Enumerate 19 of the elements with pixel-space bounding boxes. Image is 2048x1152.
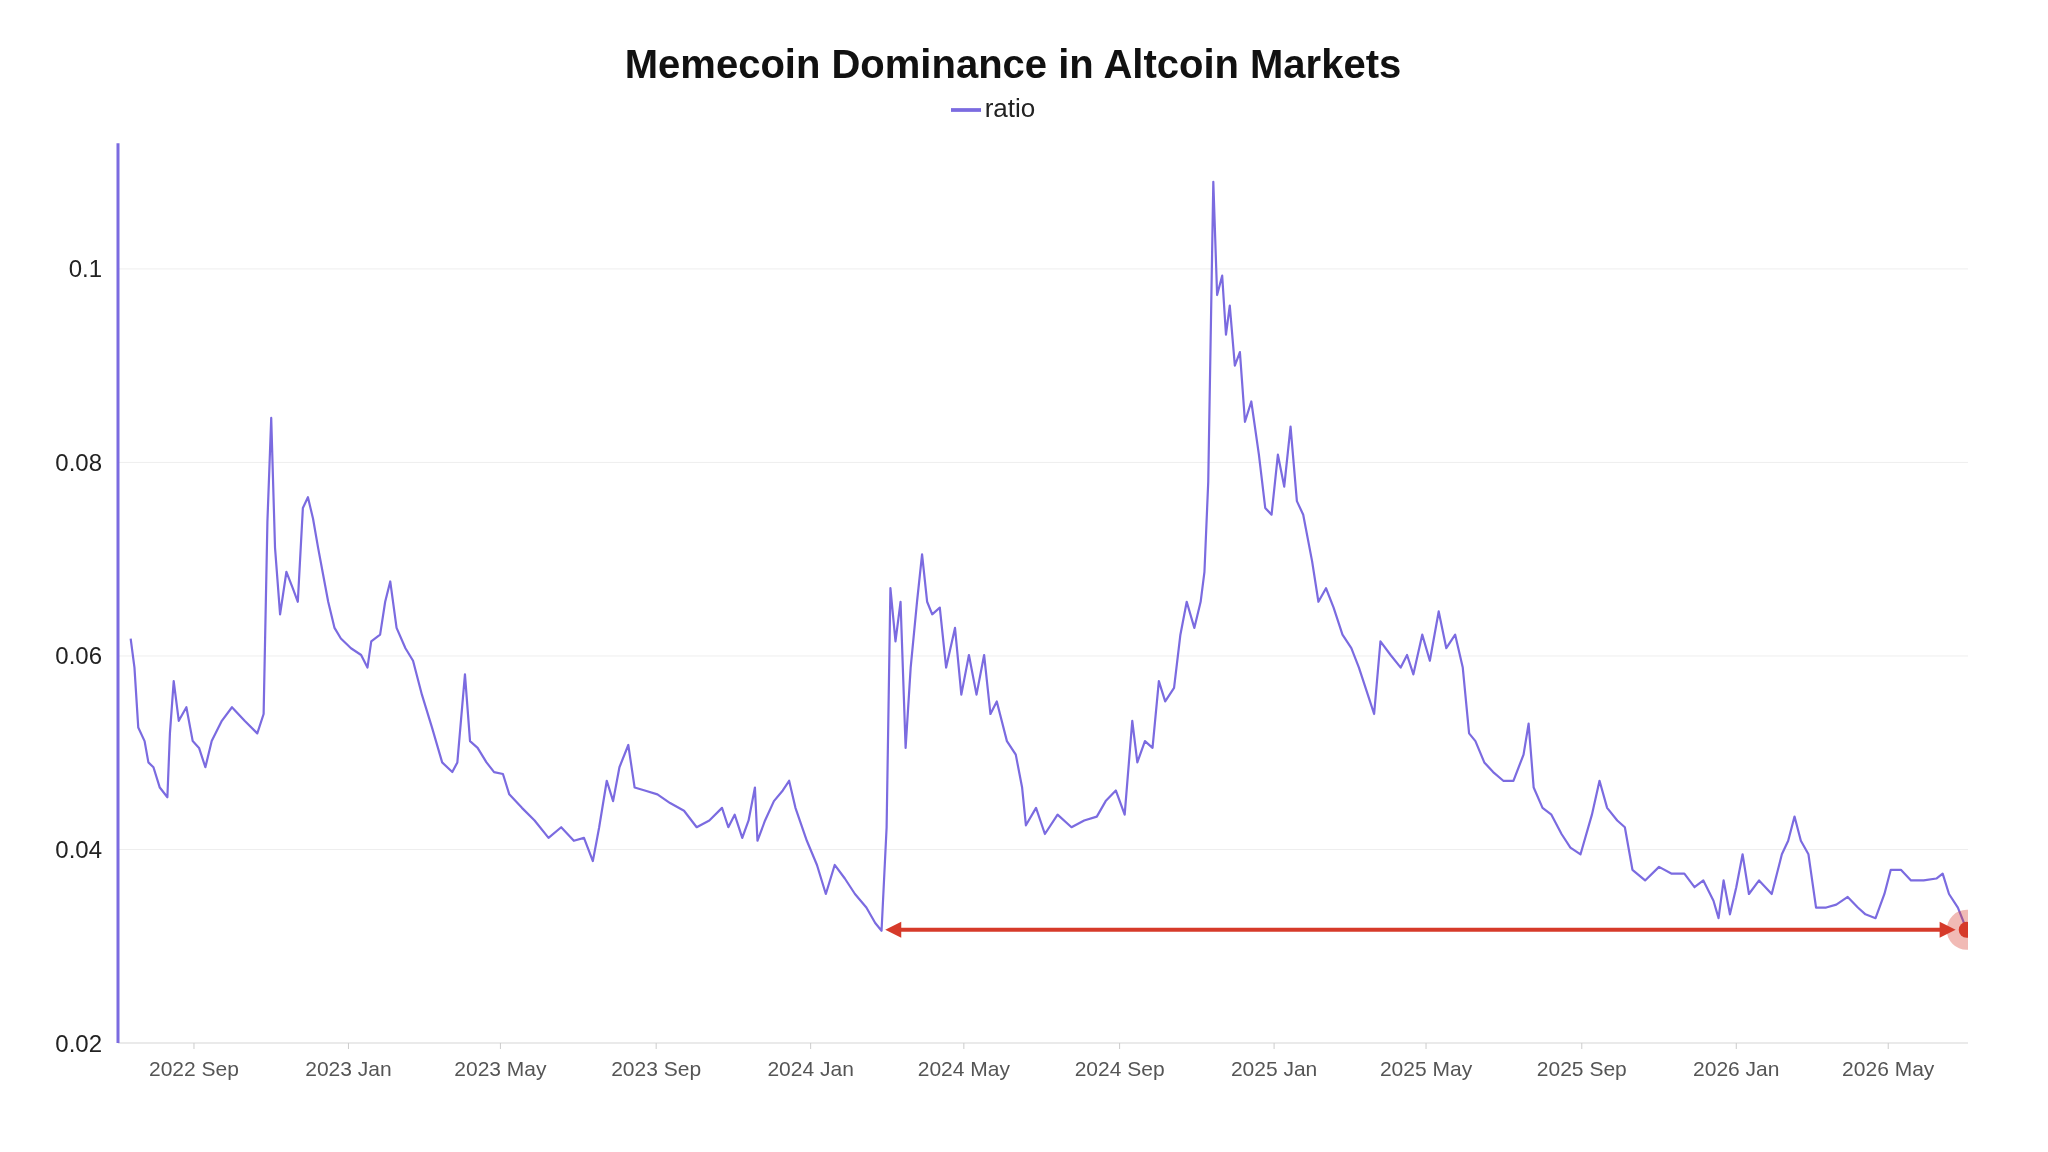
y-tick-label: 0.06 bbox=[55, 642, 102, 670]
x-tick-label: 2025 May bbox=[1379, 1056, 1473, 1080]
x-tick-label: 2023 Jan bbox=[305, 1056, 392, 1080]
chart-title: Memecoin Dominance in Altcoin Markets bbox=[623, 41, 1403, 88]
x-tick-label: 2023 Sep bbox=[611, 1056, 702, 1080]
x-tick-label: 2025 Sep bbox=[1536, 1056, 1627, 1080]
y-tick-label: 0.04 bbox=[55, 836, 102, 863]
y-tick-label: 0.1 bbox=[68, 255, 102, 283]
x-tick-label: 2024 Sep bbox=[1074, 1056, 1165, 1080]
x-tick-label: 2026 May bbox=[1842, 1056, 1935, 1080]
x-tick-label: 2025 Jan bbox=[1230, 1056, 1318, 1080]
x-tick-label: 2024 Jan bbox=[767, 1056, 854, 1080]
y-tick-label: 0.08 bbox=[55, 448, 102, 476]
x-tick-label: 2023 May bbox=[454, 1056, 548, 1080]
x-tick-label: 2022 Sep bbox=[149, 1056, 239, 1080]
x-tick-label: 2026 Jan bbox=[1693, 1056, 1780, 1080]
y-tick-label: 0.02 bbox=[55, 1029, 102, 1057]
legend-label: ratio bbox=[984, 93, 1036, 123]
x-tick-label: 2024 May bbox=[917, 1056, 1011, 1080]
